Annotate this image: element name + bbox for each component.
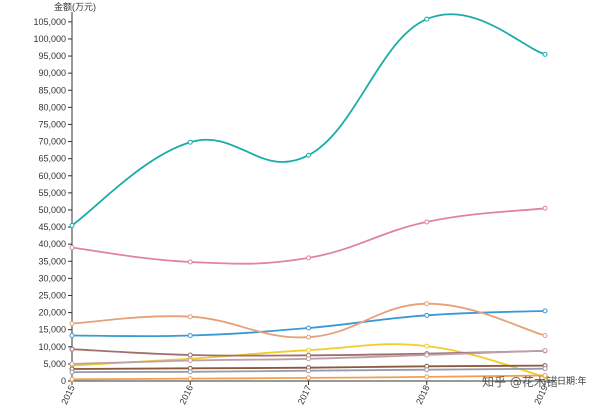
data-point [69,346,75,352]
y-tick-label: 100,000 [33,34,66,44]
y-tick-label: 80,000 [38,102,66,112]
y-tick-label: 40,000 [38,239,66,249]
data-point [187,352,193,358]
x-tick-label: 2016 [178,384,196,406]
data-point [187,333,193,339]
series-7 [69,348,548,367]
y-tick-label: 5,000 [43,359,66,369]
series-3 [69,308,548,339]
data-point [424,367,430,373]
data-point [187,259,193,265]
y-tick-label: 0 [61,376,66,386]
series-4 [69,301,548,340]
y-tick-label: 15,000 [38,325,66,335]
x-tick-label: 2017 [296,384,314,406]
y-axis: 0 5,000 10,000 15,000 20,000 25,000 30,000 35,0… [33,12,73,386]
data-point [69,245,75,251]
data-point [424,16,430,22]
data-point [424,352,430,358]
data-point [306,255,311,261]
y-tick-label: 55,000 [38,188,66,198]
y-tick-label: 60,000 [38,171,66,181]
y-tick-label: 20,000 [38,308,66,318]
y-tick-label: 90,000 [38,68,66,78]
y-tick-label: 25,000 [38,290,66,300]
data-point [306,347,311,353]
data-point [306,375,311,381]
data-point [69,361,75,367]
data-point [187,369,193,375]
data-point [542,366,548,372]
data-point [69,222,75,228]
series-line [71,310,546,338]
y-tick-label: 65,000 [38,154,66,164]
data-point [424,312,430,318]
y-tick-label: 75,000 [38,119,66,129]
y-tick-label: 10,000 [38,342,66,352]
data-point [187,357,193,363]
data-point [306,356,311,362]
data-point [187,139,193,145]
data-point [306,152,311,158]
series-line [71,13,546,227]
data-point [542,205,548,211]
data-point [424,374,430,380]
y-tick-label: 70,000 [38,137,66,147]
data-point [69,321,75,327]
data-point [69,369,75,375]
data-point [69,333,75,339]
data-point [542,308,548,314]
y-tick-label: 30,000 [38,273,66,283]
data-point [306,334,311,340]
data-point [542,373,548,379]
series-2 [69,205,548,265]
x-axis-label: 日期:年 [557,375,587,386]
y-axis-label: 金额(万元) [54,1,96,12]
y-tick-label: 95,000 [38,51,66,61]
x-tick-label: 2015 [59,384,77,406]
series-10 [69,373,548,382]
data-point [424,343,430,349]
data-point [542,348,548,354]
x-tick-label: 2018 [414,384,432,406]
data-point [542,333,548,339]
data-point [187,376,193,382]
data-point [306,368,311,374]
series-line [71,302,546,339]
series-1 [69,13,548,228]
y-tick-label: 105,000 [33,17,66,27]
watermark-text: 知乎 @花木错 [482,374,558,389]
data-point [187,314,193,320]
x-axis: 2015 2016 2017 2018 2019 [59,380,555,406]
data-point [424,219,430,225]
data-point [424,301,430,307]
series-9 [69,366,548,375]
y-tick-label: 45,000 [38,222,66,232]
y-tick-label: 50,000 [38,205,66,215]
data-point [306,325,311,331]
series-layer [69,13,548,382]
data-point [69,376,75,382]
data-point [542,51,548,57]
y-tick-label: 35,000 [38,256,66,266]
y-tick-label: 85,000 [38,85,66,95]
